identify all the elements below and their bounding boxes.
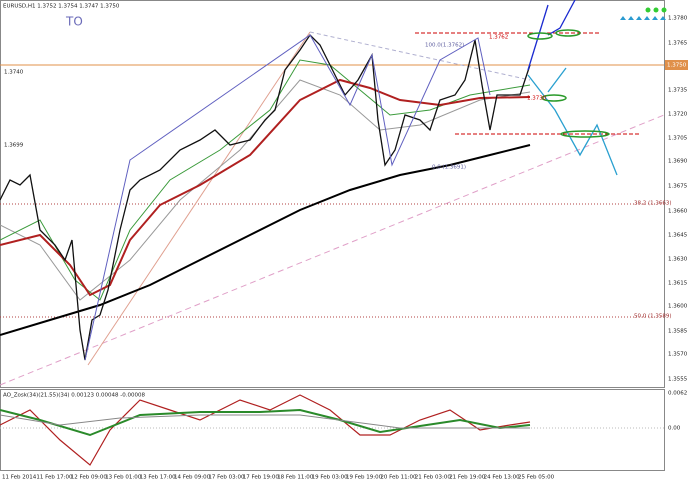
projection-up	[527, 4, 549, 71]
time-axis-label: 13 Feb 01:00	[105, 475, 142, 481]
price-axis-label: 1.3765	[668, 41, 688, 47]
price-axis-label: 1.3600	[668, 304, 688, 310]
indicator-red	[0, 394, 531, 466]
time-axis-label: 13 Feb 17:00	[140, 475, 177, 481]
projection-up	[547, 0, 576, 36]
fib-label: 38.2 (1.3663)	[634, 201, 672, 207]
ma-200	[0, 144, 531, 336]
price-axis-label: 1.3720	[668, 112, 688, 118]
price-axis-label: 1.3705	[668, 136, 688, 142]
time-axis-label: 21 Feb 03:00	[415, 475, 452, 481]
fib-line	[87, 31, 311, 366]
target-marker	[555, 29, 581, 37]
price-axis-label: 1.3780	[668, 16, 688, 22]
indicator-title: AO_Zosk(34)(21.55)(34) 0.00123 0.00048 -…	[3, 393, 146, 399]
wave-mark: TO	[65, 15, 83, 29]
wave-lines	[84, 34, 491, 361]
price-axis-label: 1.3630	[668, 257, 688, 263]
symbol-header: EURUSD,H1 1.3752 1.3754 1.3747 1.3750	[3, 4, 120, 10]
time-axis-label: 25 Feb 05:00	[518, 475, 555, 481]
projection-down	[547, 67, 567, 93]
left-label: 1.3740	[4, 70, 24, 76]
price-axis-label: 1.3675	[668, 184, 688, 190]
time-axis-label: 11 Feb 17:00	[36, 475, 73, 481]
price-box: 1.3762	[489, 35, 508, 41]
time-axis-label: 17 Feb 03:00	[208, 475, 245, 481]
time-axis-label: 14 Feb 09:00	[174, 475, 211, 481]
target-marker	[560, 130, 610, 138]
toolbar-icons[interactable]	[620, 7, 667, 21]
time-axis-label: 12 Feb 09:00	[71, 475, 108, 481]
price-axis-label: 1.3555	[668, 377, 688, 383]
time-axis-label: 24 Feb 13:00	[484, 475, 521, 481]
time-axis-label: 19 Feb 19:00	[346, 475, 383, 481]
price-series	[0, 33, 531, 361]
ma-red	[0, 78, 531, 297]
indicator-axis-label: 0.0062	[668, 391, 687, 397]
main-pane	[0, 0, 665, 388]
indicator-pane	[0, 389, 665, 471]
target-marker	[541, 94, 567, 102]
time-axis-label: 20 Feb 11:00	[380, 475, 417, 481]
projection-down	[527, 74, 618, 176]
channel-line	[309, 31, 531, 81]
current-price-box	[665, 60, 688, 70]
price-axis-label: 1.3570	[668, 352, 688, 358]
price-box: 1.3730	[527, 96, 547, 102]
left-label: 1.3699	[4, 143, 24, 149]
time-axis-label: 17 Feb 19:00	[243, 475, 280, 481]
target-marker	[527, 32, 553, 40]
time-axis-label: 19 Feb 03:00	[312, 475, 349, 481]
price-axis-label: 1.3615	[668, 281, 688, 287]
current-price-label: 1.3750	[667, 63, 687, 69]
time-axis-label: 18 Feb 11:00	[277, 475, 314, 481]
time-axis-label: 11 Feb 2014	[2, 475, 37, 481]
fib-label: 50.0 (1.3589)	[634, 314, 672, 320]
fib-label: 0.0 (1.3691)	[432, 165, 466, 171]
price-axis-label: 1.3660	[668, 209, 688, 215]
indicator-green	[0, 408, 531, 437]
fib-label: 100.0(1.3762)	[425, 43, 464, 49]
price-axis-label: 1.3690	[668, 159, 688, 165]
indicator-axis-label: 0.00	[668, 426, 681, 432]
price-axis-label: 1.3585	[668, 329, 688, 335]
time-axis-label: 21 Feb 19:00	[449, 475, 486, 481]
price-axis-label: 1.3735	[668, 88, 688, 94]
price-axis-label: 1.3645	[668, 233, 688, 239]
indicator-grey	[0, 414, 530, 429]
